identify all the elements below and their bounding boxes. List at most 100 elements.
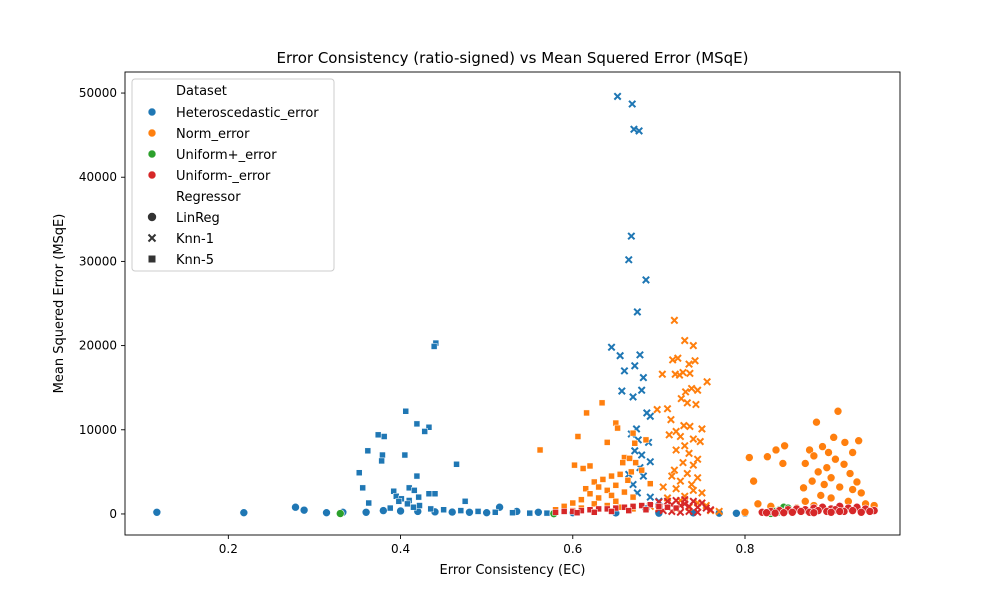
point-knn-1-heteroscedastic_error	[624, 255, 633, 264]
point-knn-1-norm_error	[689, 486, 698, 495]
point-knn-5-heteroscedastic_error	[410, 503, 417, 511]
point-linreg-norm_error	[813, 467, 823, 477]
point-linreg-norm_error	[839, 459, 849, 469]
point-linreg-norm_error	[740, 507, 750, 517]
point-linreg-norm_error	[845, 469, 855, 478]
point-knn-5-uniform-_error	[595, 505, 602, 513]
point-knn-5-norm_error	[569, 499, 577, 507]
point-knn-5-norm_error	[586, 490, 594, 498]
point-knn-5-uniform-_error	[672, 504, 680, 512]
point-knn-5-norm_error	[621, 488, 628, 496]
point-knn-1-norm_error	[683, 398, 692, 407]
point-knn-1-norm_error	[685, 369, 694, 378]
point-linreg-norm_error	[749, 476, 758, 486]
point-knn-1-heteroscedastic_error	[617, 387, 626, 395]
point-knn-1-norm_error	[680, 336, 689, 345]
point-linreg-norm_error	[833, 406, 843, 416]
point-linreg-norm_error	[819, 480, 829, 489]
point-knn-1-norm_error	[653, 405, 662, 414]
point-knn-5-heteroscedastic_error	[427, 505, 434, 513]
point-linreg-uniform-_error	[835, 507, 845, 516]
point-knn-1-norm_error	[680, 441, 689, 450]
point-knn-1-norm_error	[671, 370, 680, 379]
point-knn-5-norm_error	[599, 476, 607, 483]
point-knn-1-heteroscedastic_error	[646, 457, 655, 466]
point-linreg-norm_error	[780, 441, 789, 451]
point-knn-1-norm_error	[667, 472, 676, 480]
point-linreg-norm_error	[854, 436, 863, 446]
point-knn-1-norm_error	[676, 432, 685, 441]
point-knn-1-uniform-_error	[680, 499, 689, 508]
legend: Dataset Heteroscedastic_error Norm_error…	[131, 78, 335, 272]
point-knn-5-norm_error	[586, 462, 594, 470]
point-knn-1-norm_error	[703, 377, 712, 386]
point-knn-5-heteroscedastic_error	[425, 423, 433, 431]
point-knn-5-heteroscedastic_error	[374, 431, 382, 439]
point-knn-1-heteroscedastic_error	[627, 232, 636, 241]
point-knn-5-heteroscedastic_error	[425, 490, 433, 498]
point-knn-5-uniform-_error	[629, 503, 637, 510]
point-knn-5-norm_error	[598, 399, 606, 407]
point-knn-1-norm_error	[685, 360, 693, 369]
point-knn-5-norm_error	[612, 498, 620, 505]
point-linreg-heteroscedastic_error	[361, 507, 371, 517]
point-knn-5-norm_error	[608, 472, 615, 480]
legend-box	[131, 78, 335, 272]
point-knn-1-norm_error	[673, 354, 682, 363]
point-linreg-uniform-_error	[856, 507, 866, 517]
point-knn-5-heteroscedastic_error	[411, 487, 418, 494]
point-linreg-norm_error	[829, 433, 838, 442]
point-knn-1-norm_error	[670, 316, 679, 325]
point-knn-1-heteroscedastic_error	[639, 373, 648, 382]
point-linreg-norm_error	[840, 438, 850, 447]
point-knn-1-heteroscedastic_error	[639, 472, 648, 480]
point-knn-5-norm_error	[536, 446, 544, 454]
point-knn-5-heteroscedastic_error	[461, 498, 469, 505]
point-linreg-norm_error	[800, 497, 810, 506]
point-linreg-norm_error	[824, 448, 833, 457]
point-knn-5-norm_error	[591, 478, 598, 486]
point-linreg-uniform+_error	[335, 509, 345, 518]
point-linreg-norm_error	[778, 459, 788, 468]
point-linreg-heteroscedastic_error	[396, 506, 405, 516]
point-knn-5-norm_error	[595, 483, 602, 491]
point-knn-1-heteroscedastic_error	[646, 493, 655, 502]
point-knn-5-norm_error	[612, 482, 620, 489]
point-knn-5-norm_error	[616, 471, 624, 478]
point-knn-5-uniform-_error	[638, 502, 645, 509]
legend-entry-knn1: Knn-1	[147, 232, 214, 247]
x-tick-label: 0.2	[219, 542, 238, 556]
legend-label: Norm_error	[176, 127, 250, 142]
point-knn-5-heteroscedastic_error	[379, 451, 386, 459]
y-tick-label: 20000	[79, 339, 117, 353]
x-tick-label: 0.4	[391, 542, 410, 556]
point-knn-5-norm_error	[614, 424, 621, 432]
point-knn-1-uniform-_error	[706, 505, 715, 514]
point-knn-5-uniform-_error	[552, 509, 559, 516]
point-knn-1-heteroscedastic_error	[628, 100, 637, 108]
legend-hue-title: Dataset	[176, 84, 227, 99]
point-knn-5-heteroscedastic_error	[365, 499, 372, 507]
legend-circle-marker	[147, 128, 157, 138]
point-knn-5-heteroscedastic_error	[430, 343, 438, 350]
point-knn-5-norm_error	[638, 466, 645, 474]
point-linreg-norm_error	[763, 452, 772, 462]
point-knn-1-norm_error	[698, 489, 706, 497]
point-linreg-norm_error	[807, 476, 817, 486]
point-linreg-norm_error	[816, 491, 826, 500]
point-knn-5-heteroscedastic_error	[413, 420, 421, 428]
point-linreg-heteroscedastic_error	[482, 508, 491, 517]
point-linreg-uniform-_error	[779, 508, 789, 517]
point-knn-1-heteroscedastic_error	[607, 343, 616, 352]
point-linreg-heteroscedastic_error	[152, 507, 162, 517]
point-knn-5-norm_error	[619, 459, 626, 466]
legend-x-marker	[147, 233, 157, 243]
point-knn-5-heteroscedastic_error	[402, 408, 409, 415]
point-knn-5-heteroscedastic_error	[474, 508, 482, 515]
point-linreg-heteroscedastic_error	[239, 508, 249, 517]
point-linreg-norm_error	[835, 482, 845, 492]
point-knn-1-norm_error	[670, 466, 679, 475]
legend-entry-uniform-plus: Uniform+_error	[147, 148, 277, 163]
point-linreg-norm_error	[822, 463, 832, 472]
